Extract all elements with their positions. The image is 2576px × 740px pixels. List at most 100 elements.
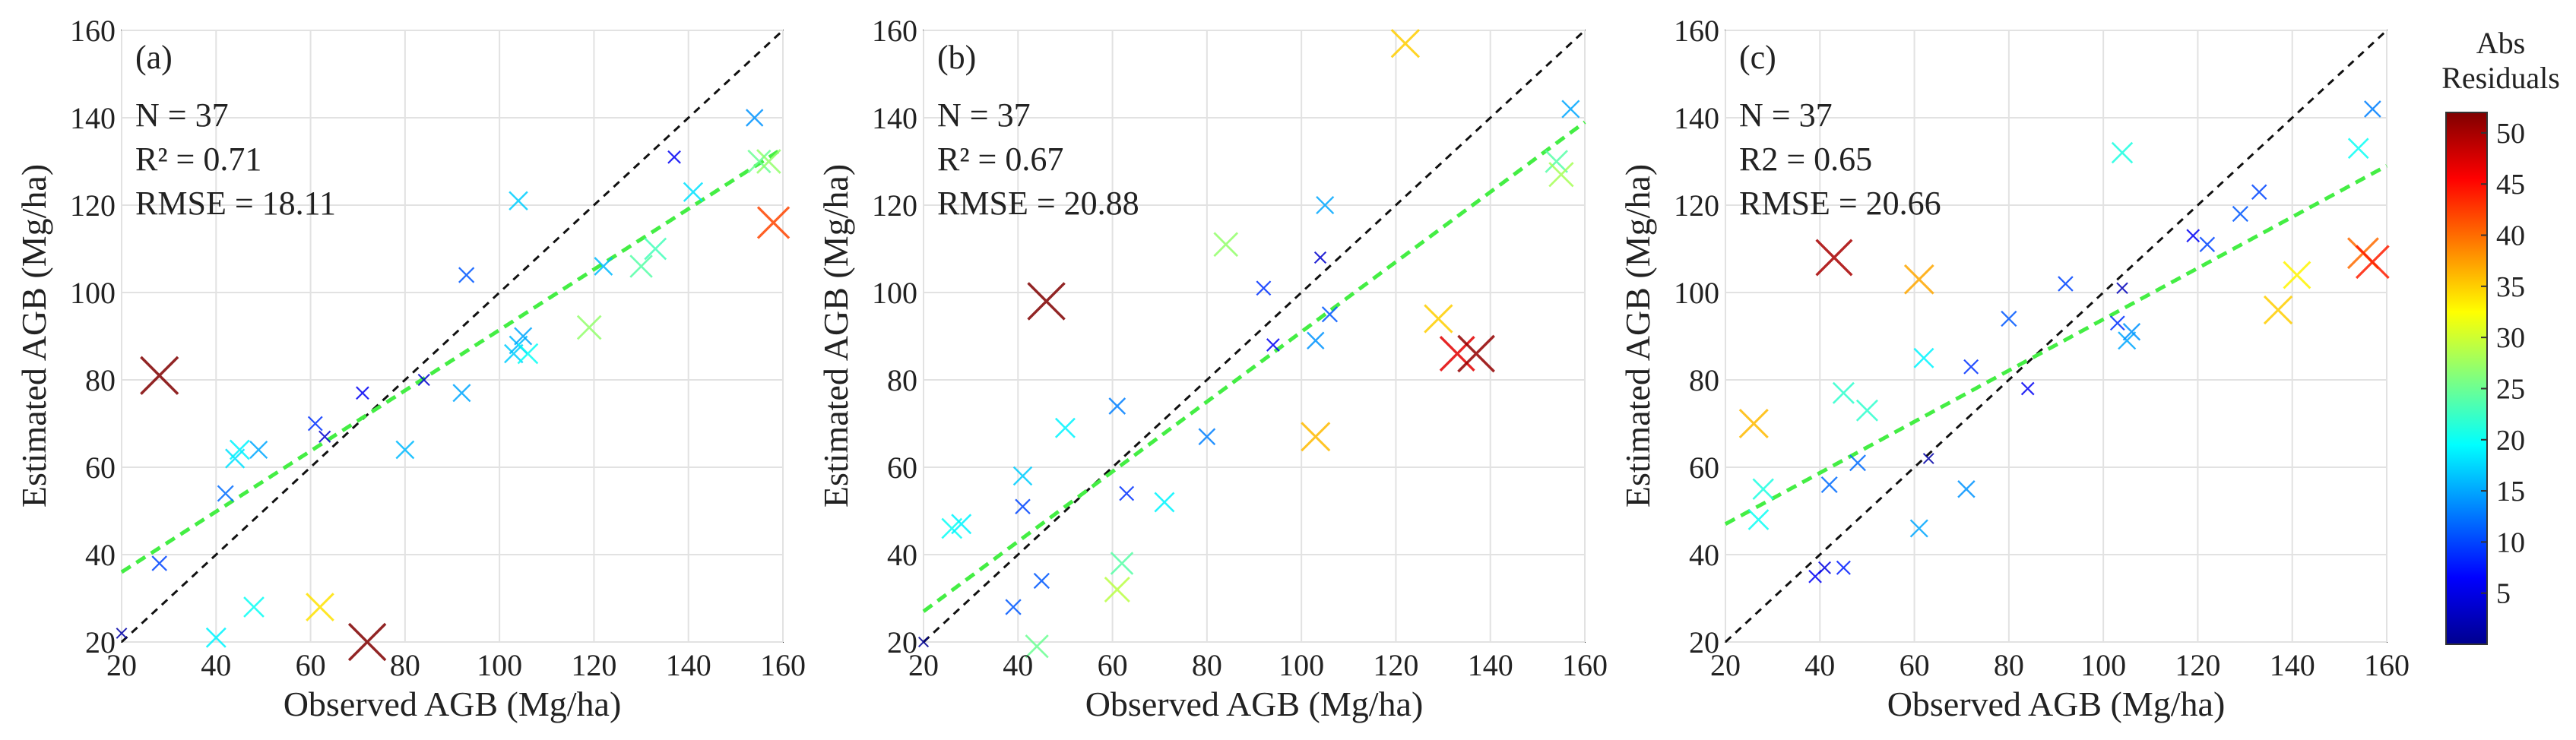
- colorbar-title-line2: Residuals: [2441, 61, 2560, 95]
- x-axis-label: Observed AGB (Mg/ha): [284, 685, 622, 723]
- panel-c: 20 40 60 80 100 120 140 160 20 40 60 80 100 120 140 160…: [1618, 14, 2410, 723]
- x-tick-label: 80: [1192, 648, 1222, 682]
- stat-rmse: RMSE = 20.88: [937, 185, 1139, 222]
- scatter-point: [667, 150, 681, 164]
- marker-stroke: [1849, 454, 1866, 472]
- y-tick-label: 40: [85, 538, 116, 572]
- scatter-point: [347, 622, 387, 662]
- marker-stroke: [1439, 336, 1475, 372]
- x-tick-label: 20: [1710, 648, 1741, 682]
- scatter-point: [1922, 453, 1934, 464]
- marker-stroke: [509, 191, 528, 211]
- axis-ticks: 20 40 60 80 100 120 140 160 20 40 60 80 100 120 140 160: [70, 14, 806, 682]
- marker-stroke: [2347, 138, 2369, 160]
- marker-stroke: [1005, 599, 1022, 615]
- x-tick-label: 60: [296, 648, 326, 682]
- y-tick-label: 80: [1689, 363, 1719, 397]
- marker-stroke: [1457, 334, 1495, 373]
- marker-stroke: [1301, 422, 1331, 452]
- marker-stroke: [1119, 485, 1135, 501]
- marker-stroke: [756, 149, 781, 174]
- scatter-point: [1256, 280, 1272, 296]
- scatter-point: [2263, 295, 2293, 325]
- scatter-point: [318, 430, 331, 443]
- y-axis-label: Estimated AGB (Mg/ha): [816, 164, 855, 508]
- marker-stroke: [2263, 295, 2293, 325]
- x-tick-label: 120: [571, 648, 616, 682]
- scatter-point: [2347, 138, 2369, 160]
- scatter-point: [517, 343, 539, 365]
- y-tick-label: 60: [887, 451, 917, 485]
- marker-stroke: [1213, 232, 1239, 258]
- x-tick-label: 80: [390, 648, 420, 682]
- scatter-point: [2109, 315, 2125, 331]
- marker-stroke: [2001, 310, 2017, 327]
- marker-stroke: [1054, 417, 1076, 438]
- marker-stroke: [576, 315, 602, 340]
- marker-stroke: [1815, 239, 1853, 277]
- scatter-point: [356, 386, 369, 400]
- x-tick-label: 100: [2080, 648, 2126, 682]
- plot-frame: [121, 30, 784, 643]
- scatter-point: [2118, 331, 2137, 350]
- scatter-point: [756, 206, 791, 239]
- scatter-point: [1213, 232, 1239, 258]
- scatter-point: [2283, 261, 2311, 289]
- marker-stroke: [2186, 229, 2201, 243]
- stat-r2: R² = 0.71: [135, 141, 261, 178]
- marker-stroke: [1104, 576, 1130, 603]
- x-tick-label: 160: [2364, 648, 2410, 682]
- scatter-point: [1198, 428, 1216, 446]
- scatter-point: [1903, 264, 1934, 295]
- marker-stroke: [1025, 634, 1049, 659]
- y-tick-label: 160: [872, 14, 917, 48]
- x-tick-label: 160: [760, 648, 806, 682]
- marker-stroke: [1545, 150, 1568, 173]
- scatter-point: [2058, 276, 2074, 292]
- scatter-point: [1266, 338, 1280, 352]
- scatter-point: [576, 315, 602, 340]
- y-tick-label: 20: [85, 625, 116, 659]
- x-tick-label: 160: [1562, 648, 1608, 682]
- x-axis-label: Observed AGB (Mg/ha): [1085, 685, 1424, 723]
- marker-stroke: [452, 384, 471, 403]
- marker-stroke: [1266, 338, 1280, 352]
- marker-stroke: [2364, 100, 2381, 118]
- stat-n: N = 37: [937, 96, 1031, 134]
- scatter-point: [1033, 572, 1050, 590]
- y-tick-label: 140: [872, 101, 917, 135]
- y-tick-label: 160: [1674, 14, 1719, 48]
- marker-stroke: [1012, 466, 1033, 486]
- marker-stroke: [917, 636, 930, 648]
- marker-stroke: [2355, 245, 2390, 280]
- scatter-point: [2251, 184, 2267, 201]
- scatter-point: [306, 593, 334, 621]
- x-tick-label: 60: [1098, 648, 1128, 682]
- regression-fit-line: [120, 147, 784, 574]
- marker-stroke: [1027, 282, 1066, 321]
- scatter-point: [1313, 251, 1327, 264]
- marker-stroke: [249, 440, 268, 460]
- colorbar-tick-label: 30: [2496, 322, 2525, 354]
- marker-stroke: [1321, 306, 1339, 323]
- marker-stroke: [683, 182, 704, 202]
- marker-stroke: [1316, 195, 1335, 215]
- marker-stroke: [1198, 428, 1216, 446]
- marker-stroke: [2109, 315, 2125, 331]
- scatter-point: [395, 440, 415, 460]
- axis-ticks: 20 40 60 80 100 120 140 160 20 40 60 80 100 120 140 160: [1674, 14, 2410, 682]
- marker-stroke: [116, 628, 128, 639]
- scatter-point: [644, 237, 667, 261]
- y-tick-label: 120: [1674, 188, 1719, 223]
- marker-stroke: [417, 373, 430, 387]
- y-tick-label: 80: [887, 363, 917, 397]
- marker-stroke: [307, 416, 323, 432]
- scatter-point: [1104, 576, 1130, 603]
- scatter-point: [1818, 561, 1831, 574]
- x-tick-label: 120: [2175, 648, 2220, 682]
- y-tick-label: 160: [70, 14, 116, 48]
- scatter-point: [307, 416, 323, 432]
- x-tick-label: 140: [1468, 648, 1513, 682]
- scatter-point: [249, 440, 268, 460]
- marker-stroke: [1913, 347, 1934, 368]
